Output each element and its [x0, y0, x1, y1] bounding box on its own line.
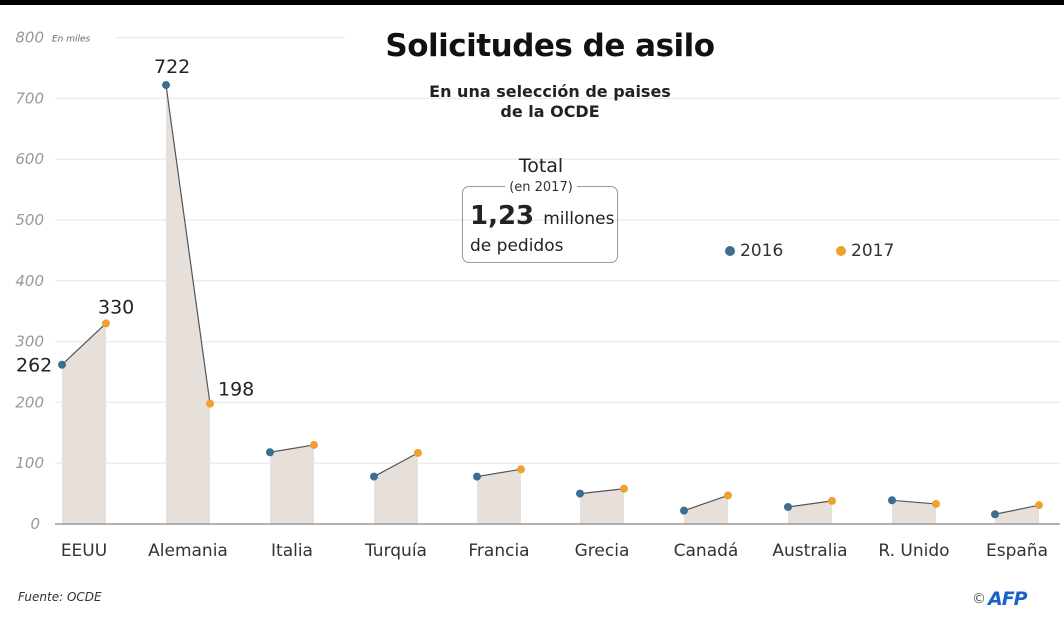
point-2017 [517, 465, 525, 474]
slope-connector [787, 500, 833, 508]
slope-connector [165, 84, 211, 404]
point-2017 [102, 319, 110, 328]
point-2017 [620, 484, 628, 493]
source-note: Fuente: OCDE [18, 590, 102, 604]
y-tick-label: 200 [15, 393, 44, 411]
top-border [0, 0, 1064, 5]
total-subheading: (en 2017) [462, 180, 620, 195]
bar-area [684, 495, 728, 524]
bar-area [892, 500, 936, 524]
x-category-label: Turquía [364, 541, 427, 561]
total-subheading-text: (en 2017) [505, 180, 577, 195]
x-category-label: Francia [468, 541, 529, 561]
copyright-icon: © [972, 591, 986, 607]
legend-item-2016: 2016 [725, 241, 783, 261]
point-2017 [724, 491, 732, 500]
slope-connector [994, 504, 1040, 515]
value-label: 330 [98, 296, 134, 318]
y-tick-label: 800 [15, 29, 44, 47]
subtitle-line-1: En una selección de paises [429, 82, 671, 101]
x-category-label: Alemania [148, 541, 228, 561]
bar-area [788, 500, 832, 524]
point-2016 [370, 472, 378, 481]
slope-connector [476, 468, 522, 478]
bar-area [580, 488, 624, 524]
legend-label-2016: 2016 [740, 241, 784, 261]
x-category-label: EEUU [61, 541, 107, 561]
legend-dot-2017-icon [836, 246, 846, 256]
value-label: 722 [154, 56, 190, 78]
point-2016 [266, 448, 274, 457]
x-category-label: Australia [772, 541, 847, 561]
total-value: 1,23 millones [470, 201, 614, 231]
bar-area [995, 505, 1039, 524]
chart-title: Solicitudes de asilo [385, 28, 715, 64]
point-2016 [991, 510, 999, 519]
y-tick-label: 100 [15, 454, 44, 472]
x-category-label: Italia [271, 541, 313, 561]
total-line-2: de pedidos [470, 236, 564, 256]
legend-dot-2016-icon [725, 246, 735, 256]
point-2017 [206, 399, 214, 408]
point-2016 [888, 496, 896, 505]
y-unit-label: En miles [52, 35, 91, 45]
afp-credit: © AFP [972, 588, 1028, 610]
y-tick-label: 500 [15, 211, 44, 229]
slope-connector [269, 444, 315, 453]
total-unit: millones [543, 209, 615, 229]
point-2016 [576, 489, 584, 498]
total-number: 1,23 [470, 201, 535, 231]
bar-area [477, 469, 521, 524]
x-category-label: España [986, 541, 1048, 561]
value-label: 198 [218, 379, 254, 401]
point-2016 [58, 360, 66, 369]
point-2016 [162, 81, 170, 90]
slope-connector [373, 452, 419, 478]
x-category-label: Grecia [575, 541, 630, 561]
point-2017 [414, 448, 422, 457]
subtitle-line-2: de la OCDE [500, 102, 600, 121]
point-2017 [828, 496, 836, 505]
legend-label-2017: 2017 [851, 241, 895, 261]
y-tick-label: 0 [30, 515, 40, 533]
point-2016 [473, 472, 481, 481]
bar-area [270, 444, 314, 524]
y-tick-label: 600 [15, 150, 44, 168]
y-tick-label: 400 [15, 272, 44, 290]
afp-logo: AFP [988, 588, 1028, 610]
slope-connector [61, 322, 107, 366]
point-2017 [932, 499, 940, 508]
bar-area [166, 85, 210, 525]
slope-connector [683, 494, 729, 512]
x-category-label: R. Unido [878, 541, 949, 561]
point-2017 [310, 440, 318, 449]
x-category-label: Canadá [674, 541, 739, 561]
chart-subtitle: En una selección de paises de la OCDE [380, 82, 720, 122]
value-label: 262 [16, 355, 52, 377]
legend-item-2017: 2017 [836, 241, 894, 261]
y-tick-label: 300 [15, 333, 44, 351]
y-tick-label: 700 [15, 89, 44, 107]
point-2016 [680, 506, 688, 515]
slope-connector [891, 499, 937, 505]
slope-connector [579, 488, 625, 495]
total-heading: Total [518, 155, 564, 177]
point-2017 [1035, 501, 1043, 510]
point-2016 [784, 502, 792, 511]
bar-area [62, 323, 106, 524]
